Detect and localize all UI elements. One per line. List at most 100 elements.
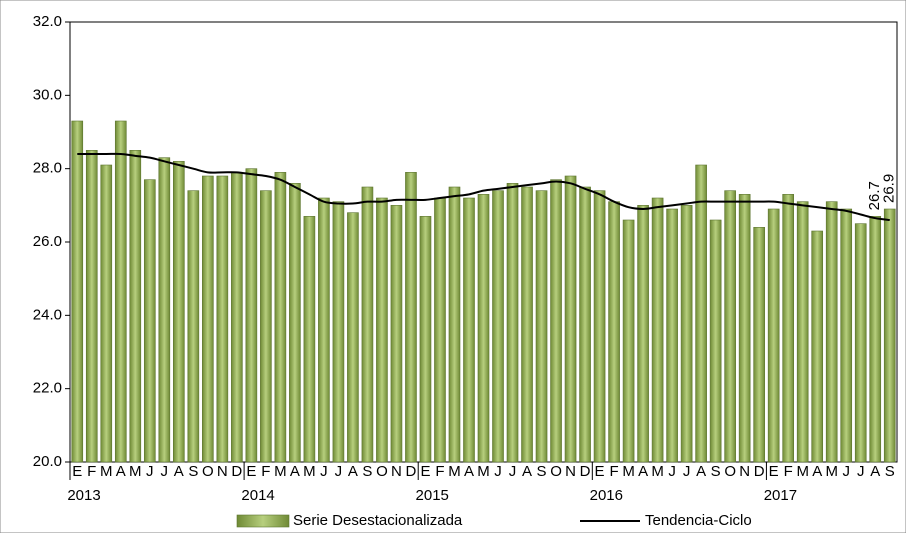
year-label: 2014	[241, 487, 274, 504]
bar	[637, 205, 649, 463]
bar	[782, 194, 794, 463]
bar	[695, 164, 707, 463]
x-tick-label: N	[565, 463, 576, 480]
y-tick-label: 24.0	[33, 306, 62, 323]
x-tick-label: A	[290, 463, 300, 480]
x-tick-label: O	[376, 463, 388, 480]
bar	[289, 183, 301, 463]
x-tick-label: J	[335, 463, 343, 480]
y-tick-label: 32.0	[33, 13, 62, 30]
x-tick-label: M	[274, 463, 287, 480]
bar	[753, 227, 765, 463]
bar	[347, 212, 359, 463]
x-tick-label: A	[638, 463, 648, 480]
x-tick-label: N	[739, 463, 750, 480]
bar	[260, 190, 272, 463]
x-tick-label: M	[448, 463, 461, 480]
bar	[622, 219, 635, 463]
bar	[724, 190, 736, 463]
data-label: 26.9	[881, 174, 898, 203]
x-tick-label: S	[537, 463, 547, 480]
x-tick-label: F	[87, 463, 96, 480]
x-tick-label: E	[420, 463, 430, 480]
x-tick-label: J	[509, 463, 517, 480]
x-tick-label: M	[129, 463, 142, 480]
y-tick-label: 26.0	[33, 233, 62, 250]
x-tick-label: M	[477, 463, 490, 480]
bar	[318, 197, 330, 463]
bar	[173, 161, 185, 463]
x-tick-label: S	[711, 463, 721, 480]
bar	[811, 230, 824, 463]
y-tick-label: 22.0	[33, 380, 62, 397]
y-tick-label: 28.0	[33, 160, 62, 177]
legend-label: Tendencia-Ciclo	[645, 512, 752, 529]
x-tick-label: D	[580, 463, 591, 480]
bar	[840, 208, 853, 463]
bar	[100, 164, 113, 463]
bar	[680, 205, 693, 463]
bar	[376, 197, 388, 463]
bar	[767, 208, 780, 463]
bar	[231, 172, 243, 463]
bar	[216, 175, 229, 463]
bar	[390, 205, 403, 463]
x-tick-label: E	[595, 463, 605, 480]
bar	[245, 168, 258, 463]
year-label: 2013	[67, 487, 100, 504]
bar	[448, 186, 461, 463]
data-label: 26.7	[866, 181, 883, 210]
bar	[738, 194, 751, 463]
x-tick-label: M	[825, 463, 838, 480]
bar	[419, 216, 432, 463]
x-tick-label: N	[217, 463, 228, 480]
x-tick-label: M	[303, 463, 316, 480]
x-tick-label: N	[391, 463, 402, 480]
bar	[593, 190, 606, 463]
x-tick-label: J	[320, 463, 328, 480]
bar	[869, 216, 882, 463]
x-tick-label: S	[362, 463, 372, 480]
x-tick-label: E	[769, 463, 779, 480]
x-tick-label: A	[696, 463, 706, 480]
bar	[854, 223, 867, 463]
bar	[492, 190, 504, 463]
x-tick-label: F	[784, 463, 793, 480]
x-tick-label: J	[161, 463, 169, 480]
year-label: 2016	[590, 487, 623, 504]
x-tick-label: J	[842, 463, 850, 480]
bar	[129, 150, 142, 463]
bar	[477, 194, 490, 463]
bar	[709, 219, 722, 463]
bar	[883, 208, 896, 463]
year-label: 2017	[764, 487, 797, 504]
bar	[666, 208, 678, 463]
bar	[521, 186, 533, 463]
x-tick-label: A	[174, 463, 184, 480]
bar	[564, 175, 577, 463]
bar	[405, 172, 417, 463]
legend-swatch	[236, 514, 290, 528]
bar	[434, 197, 446, 463]
bar	[796, 201, 809, 463]
x-tick-label: A	[522, 463, 532, 480]
y-tick-label: 30.0	[33, 86, 62, 103]
x-tick-label: A	[348, 463, 358, 480]
y-tick-label: 20.0	[33, 453, 62, 470]
bar	[187, 190, 200, 463]
legend-label: Serie Desestacionalizada	[293, 512, 463, 529]
bar	[506, 183, 519, 463]
bar	[303, 216, 316, 463]
year-label: 2015	[416, 487, 449, 504]
x-tick-label: O	[550, 463, 562, 480]
x-tick-label: M	[622, 463, 635, 480]
x-tick-label: A	[870, 463, 880, 480]
bar	[608, 201, 620, 463]
bar	[332, 201, 345, 463]
bar	[114, 120, 127, 463]
x-tick-label: S	[885, 463, 895, 480]
x-tick-label: E	[246, 463, 256, 480]
bar	[535, 190, 548, 463]
x-tick-label: D	[231, 463, 242, 480]
bar	[651, 197, 664, 463]
